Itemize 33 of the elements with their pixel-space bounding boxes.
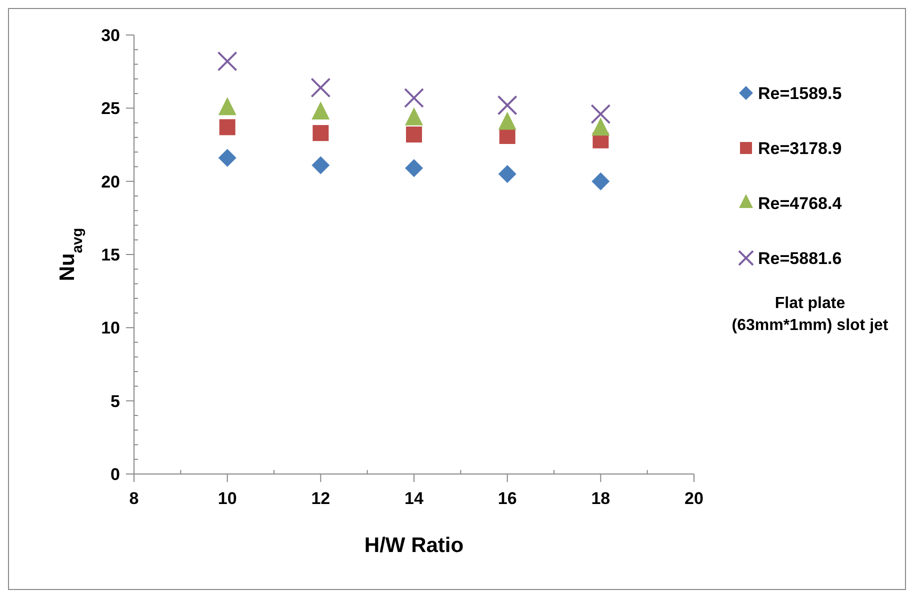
- legend-label: Re=5881.6: [758, 248, 842, 268]
- y-tick-label: 25: [101, 99, 120, 118]
- y-tick-label: 30: [101, 26, 120, 45]
- point: [405, 159, 423, 178]
- point: [312, 156, 330, 174]
- point: [592, 172, 610, 190]
- point: [217, 51, 238, 72]
- x-tick-label: 20: [684, 489, 704, 508]
- legend-label: Re=1589.5: [758, 84, 842, 103]
- y-tick-label: 5: [110, 392, 120, 411]
- x-tick-label: 10: [218, 489, 237, 508]
- text: Flat plate (63mm*1mm) slot jet: [732, 295, 889, 334]
- point: [219, 119, 236, 136]
- point: [404, 88, 424, 108]
- legend-label: Re=4768.4: [758, 194, 842, 213]
- x-axis-title: H/W Ratio: [364, 534, 464, 557]
- point: [218, 148, 236, 167]
- y-tick-label: 20: [101, 172, 120, 192]
- point: [406, 126, 422, 143]
- point: [310, 78, 331, 98]
- point: [498, 165, 516, 184]
- y-tick-label: 0: [110, 464, 120, 484]
- x-tick-label: 8: [129, 489, 139, 508]
- legend-label: Re=3178.9: [758, 138, 842, 158]
- x-tick-label: 12: [311, 489, 330, 508]
- point: [312, 125, 329, 142]
- x-tick-label: 16: [498, 489, 517, 508]
- x-tick-label: 14: [404, 489, 424, 508]
- y-tick-label: 10: [101, 318, 120, 338]
- y-tick-label: 15: [101, 245, 120, 264]
- x-tick-label: 18: [591, 489, 610, 508]
- point: [497, 95, 518, 116]
- point: [590, 104, 611, 124]
